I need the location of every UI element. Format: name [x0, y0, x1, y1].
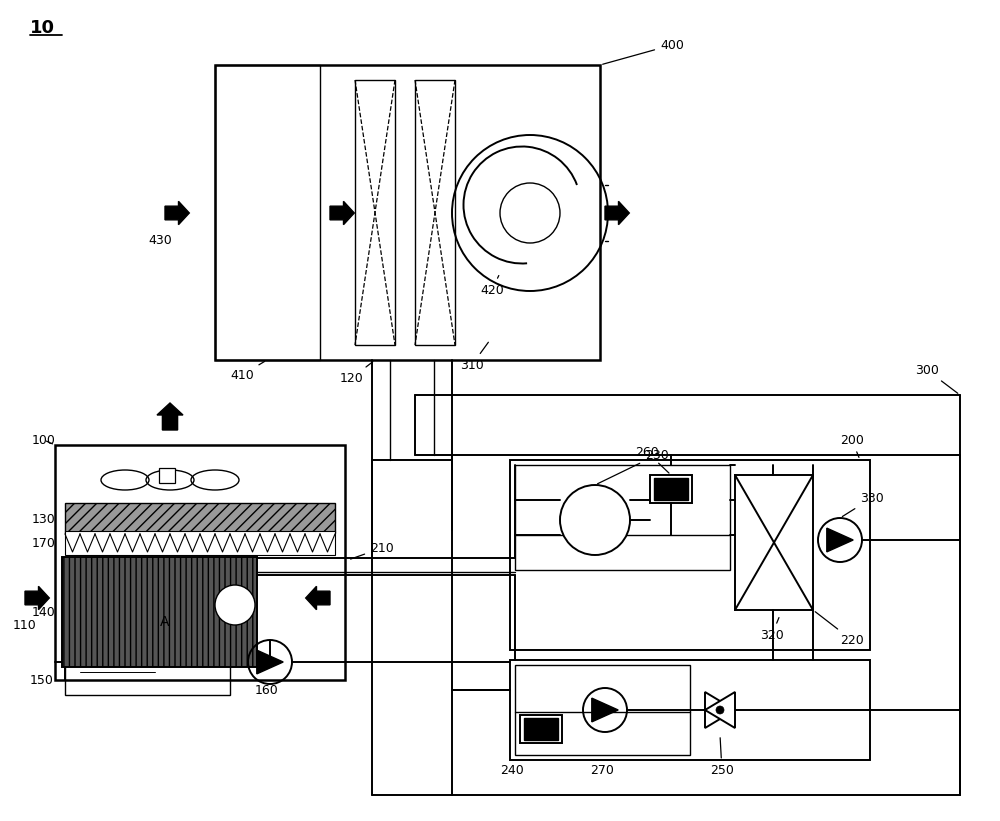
Bar: [65, 531, 335, 555]
Bar: [65, 503, 335, 533]
Text: 210: 210: [351, 542, 394, 559]
Bar: [515, 465, 730, 570]
Bar: [510, 460, 870, 650]
Text: 110: 110: [13, 618, 37, 631]
Bar: [355, 80, 395, 345]
Text: A: A: [160, 615, 170, 629]
Bar: [654, 478, 688, 500]
Text: 270: 270: [590, 764, 614, 777]
Text: 230: 230: [597, 448, 669, 484]
Text: 430: 430: [148, 233, 172, 246]
Text: 200: 200: [840, 433, 864, 457]
Text: 260: 260: [635, 446, 669, 473]
Bar: [515, 665, 690, 755]
Text: 400: 400: [603, 39, 684, 64]
Polygon shape: [705, 692, 735, 728]
Text: 130: 130: [32, 512, 56, 525]
Text: 10: 10: [30, 19, 55, 37]
Circle shape: [560, 485, 630, 555]
Text: 420: 420: [480, 276, 504, 296]
Text: 310: 310: [460, 342, 488, 371]
Text: 140: 140: [32, 606, 56, 618]
Text: 220: 220: [815, 612, 864, 646]
Text: 410: 410: [230, 361, 265, 382]
Polygon shape: [592, 698, 618, 722]
Bar: [215, 65, 320, 360]
Bar: [62, 557, 257, 667]
Polygon shape: [157, 403, 183, 430]
Text: 240: 240: [500, 764, 524, 777]
Text: 250: 250: [710, 738, 734, 777]
Bar: [650, 475, 692, 503]
Text: 160: 160: [255, 684, 279, 696]
Bar: [524, 718, 558, 740]
Polygon shape: [306, 586, 330, 610]
Text: 300: 300: [915, 364, 958, 393]
Circle shape: [716, 706, 724, 714]
Text: 330: 330: [842, 492, 884, 516]
Text: 170: 170: [32, 536, 56, 549]
Polygon shape: [605, 201, 629, 225]
Bar: [55, 445, 345, 680]
Polygon shape: [827, 528, 853, 552]
Bar: [159, 468, 175, 483]
Polygon shape: [330, 201, 354, 225]
Polygon shape: [705, 692, 735, 728]
Circle shape: [215, 585, 255, 625]
Text: 150: 150: [30, 673, 54, 686]
Bar: [510, 660, 870, 760]
Bar: [65, 635, 230, 695]
Polygon shape: [257, 650, 283, 674]
Text: 100: 100: [32, 433, 56, 447]
Bar: [215, 65, 600, 360]
Bar: [415, 80, 455, 345]
Bar: [520, 715, 562, 743]
Polygon shape: [25, 586, 49, 610]
Text: 320: 320: [760, 617, 784, 641]
Polygon shape: [165, 201, 189, 225]
Bar: [735, 475, 813, 610]
Text: 120: 120: [340, 362, 373, 384]
